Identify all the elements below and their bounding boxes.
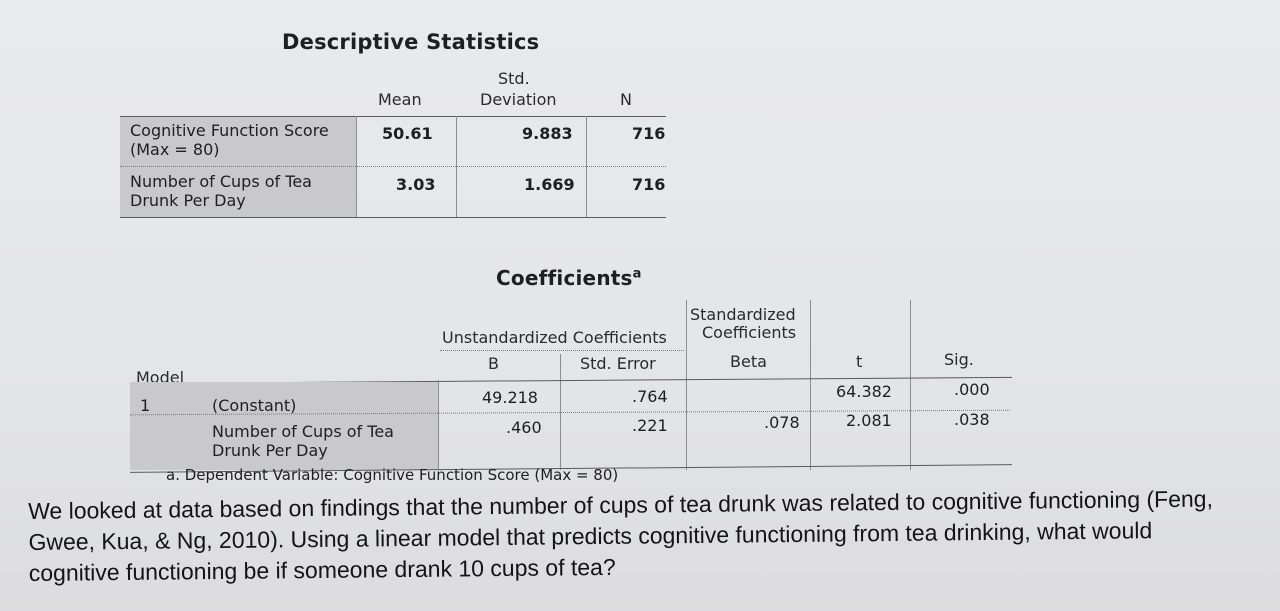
cognitive-n: 716 — [632, 124, 666, 143]
header-std-top: Std. — [498, 69, 530, 88]
constant-t: 64.382 — [836, 382, 892, 401]
tea-sig: .038 — [954, 410, 990, 429]
footnote: a. Dependent Variable: Cognitive Functio… — [166, 466, 619, 484]
row-label-constant: (Constant) — [212, 396, 297, 415]
coefficients-row-shading — [130, 382, 438, 470]
tea-sd: 1.669 — [524, 175, 575, 194]
header-n: N — [620, 90, 632, 109]
descriptive-title: Descriptive Statistics — [282, 30, 540, 54]
model-number: 1 — [140, 396, 151, 415]
row-label-cognitive: Cognitive Function Score — [130, 121, 329, 140]
row-label-tea-coef-sub: Drunk Per Day — [212, 441, 328, 460]
question-text: We looked at data based on findings that… — [28, 485, 1214, 586]
cognitive-sd: 9.883 — [522, 124, 573, 143]
cognitive-mean: 50.61 — [382, 124, 433, 143]
header-mean: Mean — [378, 90, 422, 109]
header-t: t — [856, 352, 863, 371]
constant-sig: .000 — [954, 380, 990, 399]
row-label-tea-coef: Number of Cups of Tea — [212, 422, 394, 441]
tea-b: .460 — [506, 418, 542, 437]
header-unstandardized: Unstandardized Coefficients — [442, 328, 667, 347]
tea-se: .221 — [632, 416, 668, 435]
constant-b: 49.218 — [482, 388, 538, 407]
descriptive-row-shading — [120, 117, 356, 217]
coefficients-title-sup: a — [632, 266, 642, 282]
header-sig: Sig. — [944, 350, 974, 369]
row-label-tea: Number of Cups of Tea — [130, 172, 312, 191]
row-label-tea-sub: Drunk Per Day — [130, 191, 246, 210]
tea-mean: 3.03 — [396, 175, 436, 194]
header-beta: Beta — [730, 352, 767, 371]
row-label-cognitive-sub: (Max = 80) — [130, 140, 220, 159]
header-std-bottom: Deviation — [480, 90, 557, 109]
header-standardized-2: Coefficients — [702, 323, 797, 342]
tea-n: 716 — [632, 175, 666, 194]
constant-se: .764 — [632, 387, 668, 406]
header-std-error: Std. Error — [580, 354, 656, 373]
tea-t: 2.081 — [846, 411, 892, 430]
tea-beta: .078 — [764, 413, 800, 432]
coefficients-title: Coefficientsa — [496, 266, 642, 290]
header-standardized-1: Standardized — [690, 305, 796, 324]
header-b: B — [488, 354, 499, 373]
coefficients-title-text: Coefficients — [496, 266, 633, 290]
